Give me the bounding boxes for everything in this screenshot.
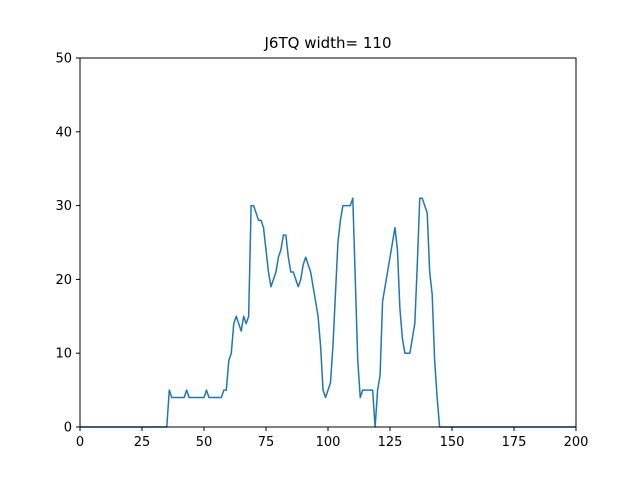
x-tick-label: 125 [378,435,403,450]
series-layer [80,197,576,428]
chart-title: J6TQ width= 110 [263,34,391,52]
x-tick-label: 100 [316,435,341,450]
x-tick-label: 75 [258,435,275,450]
y-tick-label: 40 [55,125,72,140]
plot-frame [79,57,577,428]
y-tick-label: 50 [55,52,72,67]
y-tick-label: 10 [55,347,72,362]
y-tick-label: 20 [55,273,72,288]
y-axis: 0 10 20 30 40 50 [55,52,80,436]
y-tick-label: 30 [55,199,72,214]
x-tick-label: 0 [76,435,84,450]
x-tick-label: 25 [134,435,151,450]
x-tick-label: 200 [564,435,589,450]
x-tick-label: 175 [502,435,527,450]
x-axis: 0 25 50 75 100 125 150 175 200 [76,427,589,450]
x-tick-label: 150 [440,435,465,450]
x-tick-label: 50 [196,435,213,450]
series-line-0 [80,197,576,428]
y-tick-label: 0 [64,421,72,436]
